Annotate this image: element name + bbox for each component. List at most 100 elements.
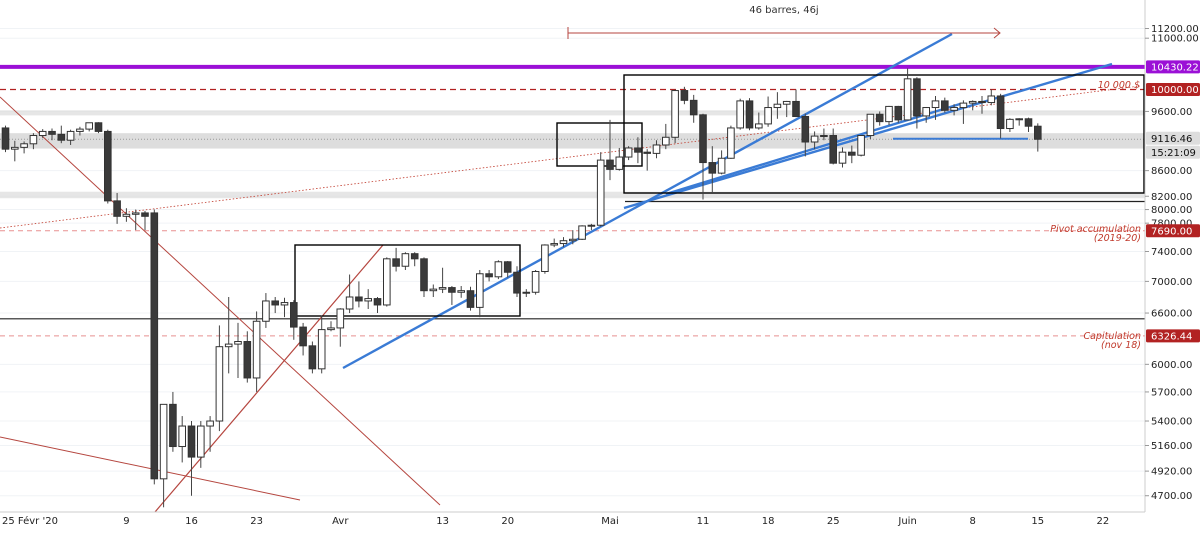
candle: [708, 146, 717, 193]
candle-body-bearish: [94, 122, 103, 132]
candle-body-bearish: [104, 130, 112, 202]
candle: [169, 391, 177, 452]
candle-body-bullish: [429, 288, 438, 292]
long-dotted-trendline: [0, 85, 1141, 229]
candle: [122, 208, 131, 222]
time-tick-label: 25 Févr '20: [2, 515, 58, 527]
candle-body-bullish: [85, 122, 94, 130]
candle: [420, 257, 428, 297]
candle-body-bullish: [652, 144, 661, 154]
candle-body-bearish: [708, 162, 717, 174]
candle-body-bullish: [773, 103, 782, 109]
candle-body-bearish: [290, 302, 298, 328]
annotations-layer: 46 barres, 46j 10 000 $ Pivot accumulation…: [567, 5, 1141, 351]
candle: [150, 209, 159, 485]
candle: [271, 296, 279, 314]
candle-body-bullish: [252, 320, 261, 379]
candle: [820, 128, 828, 141]
candle: [624, 146, 633, 161]
annotation-pivot-accumulation: Pivot accumulation: [1050, 224, 1141, 235]
candle: [141, 210, 149, 231]
candle: [513, 266, 521, 297]
candle: [308, 341, 317, 374]
candle-body-bullish: [903, 78, 912, 121]
candle-body-bullish: [596, 159, 605, 226]
price-tick-label: 8600.00: [1151, 166, 1192, 177]
candle-body-bullish: [922, 107, 931, 117]
candle: [522, 289, 531, 297]
candle-body-bullish: [1006, 118, 1014, 130]
time-tick-label: 16: [185, 516, 198, 527]
candle: [596, 152, 605, 227]
candle: [20, 141, 28, 154]
candle: [373, 296, 382, 314]
candle-body-bullish: [541, 244, 549, 272]
candle-body-bullish: [76, 128, 84, 132]
lower-trendline: [0, 436, 301, 501]
candle-body-bullish: [178, 425, 186, 448]
candle: [243, 331, 252, 383]
candle: [252, 311, 261, 392]
candle: [531, 269, 540, 295]
candle-body-bearish: [941, 100, 949, 111]
price-badge: [1146, 329, 1200, 343]
time-tick-label: 20: [501, 516, 514, 527]
time-tick-label: 15: [1031, 516, 1044, 527]
candle-body-bearish: [150, 212, 159, 480]
candle-body-bullish: [457, 290, 465, 293]
candle: [29, 133, 38, 150]
candle-body-bullish: [587, 224, 596, 227]
price-badge: [1146, 224, 1200, 238]
candle-body-bullish: [810, 135, 819, 143]
candle: [345, 274, 354, 314]
candle-body-bearish: [299, 326, 307, 347]
price-badge-label: 15:21:09: [1151, 148, 1196, 159]
candle: [541, 244, 549, 274]
measure-arrowhead: [993, 27, 1001, 39]
candle-body-bearish: [829, 135, 838, 164]
candle-body-bullish: [20, 143, 28, 148]
price-tick-label: 5700.00: [1151, 387, 1192, 398]
candle: [94, 122, 103, 134]
candle: [383, 257, 391, 307]
candle: [736, 98, 745, 130]
candle: [410, 252, 419, 267]
price-badge: [1146, 131, 1200, 145]
candle: [401, 252, 410, 270]
candle: [215, 325, 224, 432]
price-badge: [1146, 60, 1200, 74]
price-tick-label: 6000.00: [1151, 360, 1192, 371]
candle-body-bearish: [466, 290, 475, 308]
candle: [448, 286, 456, 305]
candle: [773, 92, 782, 119]
candle: [959, 100, 968, 124]
candle: [104, 129, 112, 204]
candle-body-bearish: [643, 151, 652, 154]
candle-body-bullish: [569, 238, 577, 242]
price-tick-label: 9600.00: [1151, 107, 1192, 118]
price-badge-label: 7690.00: [1151, 226, 1192, 237]
price-tick-label: 11200.00: [1151, 24, 1199, 35]
candle: [866, 113, 875, 140]
time-tick-label: Avr: [332, 516, 349, 527]
candle-body-bearish: [606, 159, 614, 170]
candle-body-bullish: [987, 95, 996, 104]
price-tick-label: 4700.00: [1151, 491, 1192, 502]
price-badge-label: 10000.00: [1151, 85, 1199, 96]
candle: [429, 284, 438, 297]
candles-layer: [1, 68, 1042, 508]
candle: [57, 125, 66, 144]
price-badge: [1146, 145, 1200, 159]
candle-body-bearish: [308, 345, 317, 370]
candle: [922, 106, 931, 123]
candle-body-bearish: [978, 100, 986, 104]
candle: [875, 111, 884, 126]
candle: [764, 96, 772, 127]
candle-body-bullish: [336, 308, 345, 329]
time-axis-background: [0, 512, 1200, 529]
time-axis[interactable]: 25 Févr '20 9 16 23 Avr 13 20 Mai 11 18 25 Juin 8 15 2…: [0, 511, 1200, 529]
candle: [1024, 117, 1033, 133]
